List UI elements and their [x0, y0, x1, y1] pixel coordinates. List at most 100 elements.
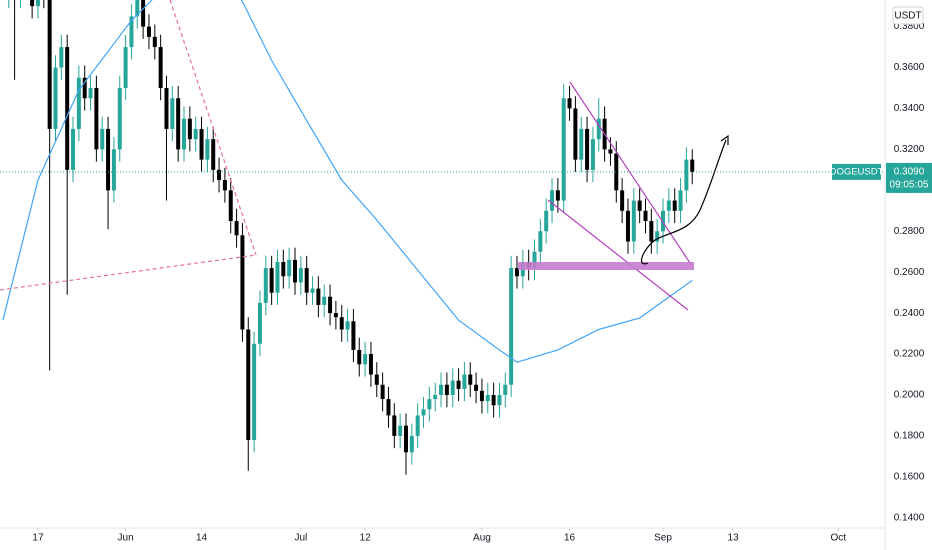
- candle-body: [65, 47, 70, 170]
- y-tick-label: 0.3200: [894, 144, 925, 155]
- y-tick-label: 0.3800: [894, 21, 925, 32]
- plot-area: [0, 0, 885, 475]
- y-tick-label: 0.3600: [894, 62, 925, 73]
- candle-body: [509, 268, 514, 385]
- candle-body: [409, 435, 414, 453]
- candle-body: [433, 394, 438, 400]
- candle-body: [625, 210, 630, 242]
- candle-body: [421, 409, 426, 416]
- x-tick-label: Oct: [830, 533, 846, 544]
- x-tick-label: Jun: [118, 533, 134, 544]
- candle-body: [672, 200, 677, 211]
- trend-line: [547, 199, 689, 311]
- support-zone: [518, 262, 694, 270]
- candle-body: [100, 128, 105, 150]
- candle-body: [415, 415, 420, 436]
- candle-body: [678, 190, 683, 211]
- y-tick-label: 0.2600: [894, 267, 925, 278]
- candle-body: [82, 77, 87, 99]
- y-tick-label: 0.1600: [894, 471, 925, 482]
- candle-body: [596, 118, 601, 140]
- candle-body: [655, 231, 660, 242]
- y-tick-label: 0.1400: [894, 512, 925, 523]
- y-tick-label: 0.2400: [894, 308, 925, 319]
- x-tick-label: Aug: [473, 533, 491, 544]
- candle-body: [228, 190, 233, 222]
- trend-line: [0, 254, 257, 291]
- candle-body: [555, 190, 560, 201]
- candle-body: [47, 0, 52, 129]
- candle-body: [468, 374, 473, 385]
- candle-body: [170, 98, 175, 129]
- candle-body: [386, 399, 391, 416]
- candle-body: [310, 288, 315, 293]
- candle-body: [135, 0, 140, 17]
- projection-arrow: [640, 139, 727, 265]
- candle-body: [661, 210, 666, 232]
- candle-body: [193, 128, 198, 140]
- candle-body: [182, 118, 187, 150]
- y-tick-label: 0.2200: [894, 349, 925, 360]
- candle-body: [351, 321, 356, 350]
- drawings: [0, 0, 729, 311]
- candle-body: [263, 268, 268, 303]
- candle-body: [585, 128, 590, 170]
- candle-body: [479, 390, 484, 402]
- candle-body: [380, 384, 385, 400]
- x-tick-label: 13: [728, 533, 740, 544]
- candle-body: [398, 425, 403, 436]
- candle-body: [106, 128, 111, 191]
- last-price-label: 0.3090: [894, 167, 925, 178]
- candle-body: [590, 139, 595, 170]
- candle-body: [298, 268, 303, 283]
- candle-body: [357, 349, 362, 365]
- candle-body: [146, 26, 151, 37]
- candle-body: [684, 159, 689, 191]
- currency-box: [892, 6, 924, 25]
- x-tick-label: 14: [196, 533, 208, 544]
- candle-body: [579, 128, 584, 160]
- candle-body: [363, 354, 368, 365]
- candle-body: [608, 149, 613, 154]
- candle-body: [269, 268, 274, 293]
- candle-body: [345, 321, 350, 330]
- y-tick-label: 0.3400: [894, 103, 925, 114]
- candle-body: [514, 268, 519, 277]
- candle-body: [474, 384, 479, 391]
- candle-body: [257, 302, 262, 344]
- candle-body: [491, 394, 496, 406]
- candle-body: [573, 108, 578, 160]
- symbol-label: DOGEUSDT: [830, 166, 884, 177]
- candle-body: [246, 329, 251, 440]
- y-tick-label: 0.1800: [894, 431, 925, 442]
- candle-body: [129, 16, 134, 48]
- symbol-box: [832, 163, 881, 180]
- candle-body: [567, 98, 572, 109]
- candle-body: [141, 0, 146, 27]
- candle-body: [620, 190, 625, 211]
- countdown: 09:05:05: [890, 180, 929, 191]
- x-tick-label: 16: [564, 533, 576, 544]
- candle-body: [631, 200, 636, 242]
- candle-body: [94, 88, 99, 150]
- x-tick-label: 12: [360, 533, 372, 544]
- candle-body: [374, 374, 379, 385]
- y-tick-label: 0.2000: [894, 390, 925, 401]
- candle-body: [333, 313, 338, 318]
- candle-body: [666, 200, 671, 211]
- candle-body: [217, 169, 222, 181]
- candle-body: [30, 0, 35, 7]
- candle-body: [117, 88, 122, 150]
- candle-body: [485, 394, 490, 402]
- candle-body: [649, 221, 654, 242]
- candle-body: [53, 67, 58, 129]
- moving-average: [2, 0, 693, 363]
- candle-body: [222, 180, 227, 191]
- candle-body: [252, 343, 257, 440]
- candle-body: [339, 317, 344, 330]
- candle-body: [368, 354, 373, 375]
- candle-body: [234, 221, 239, 236]
- candle-body: [275, 261, 280, 293]
